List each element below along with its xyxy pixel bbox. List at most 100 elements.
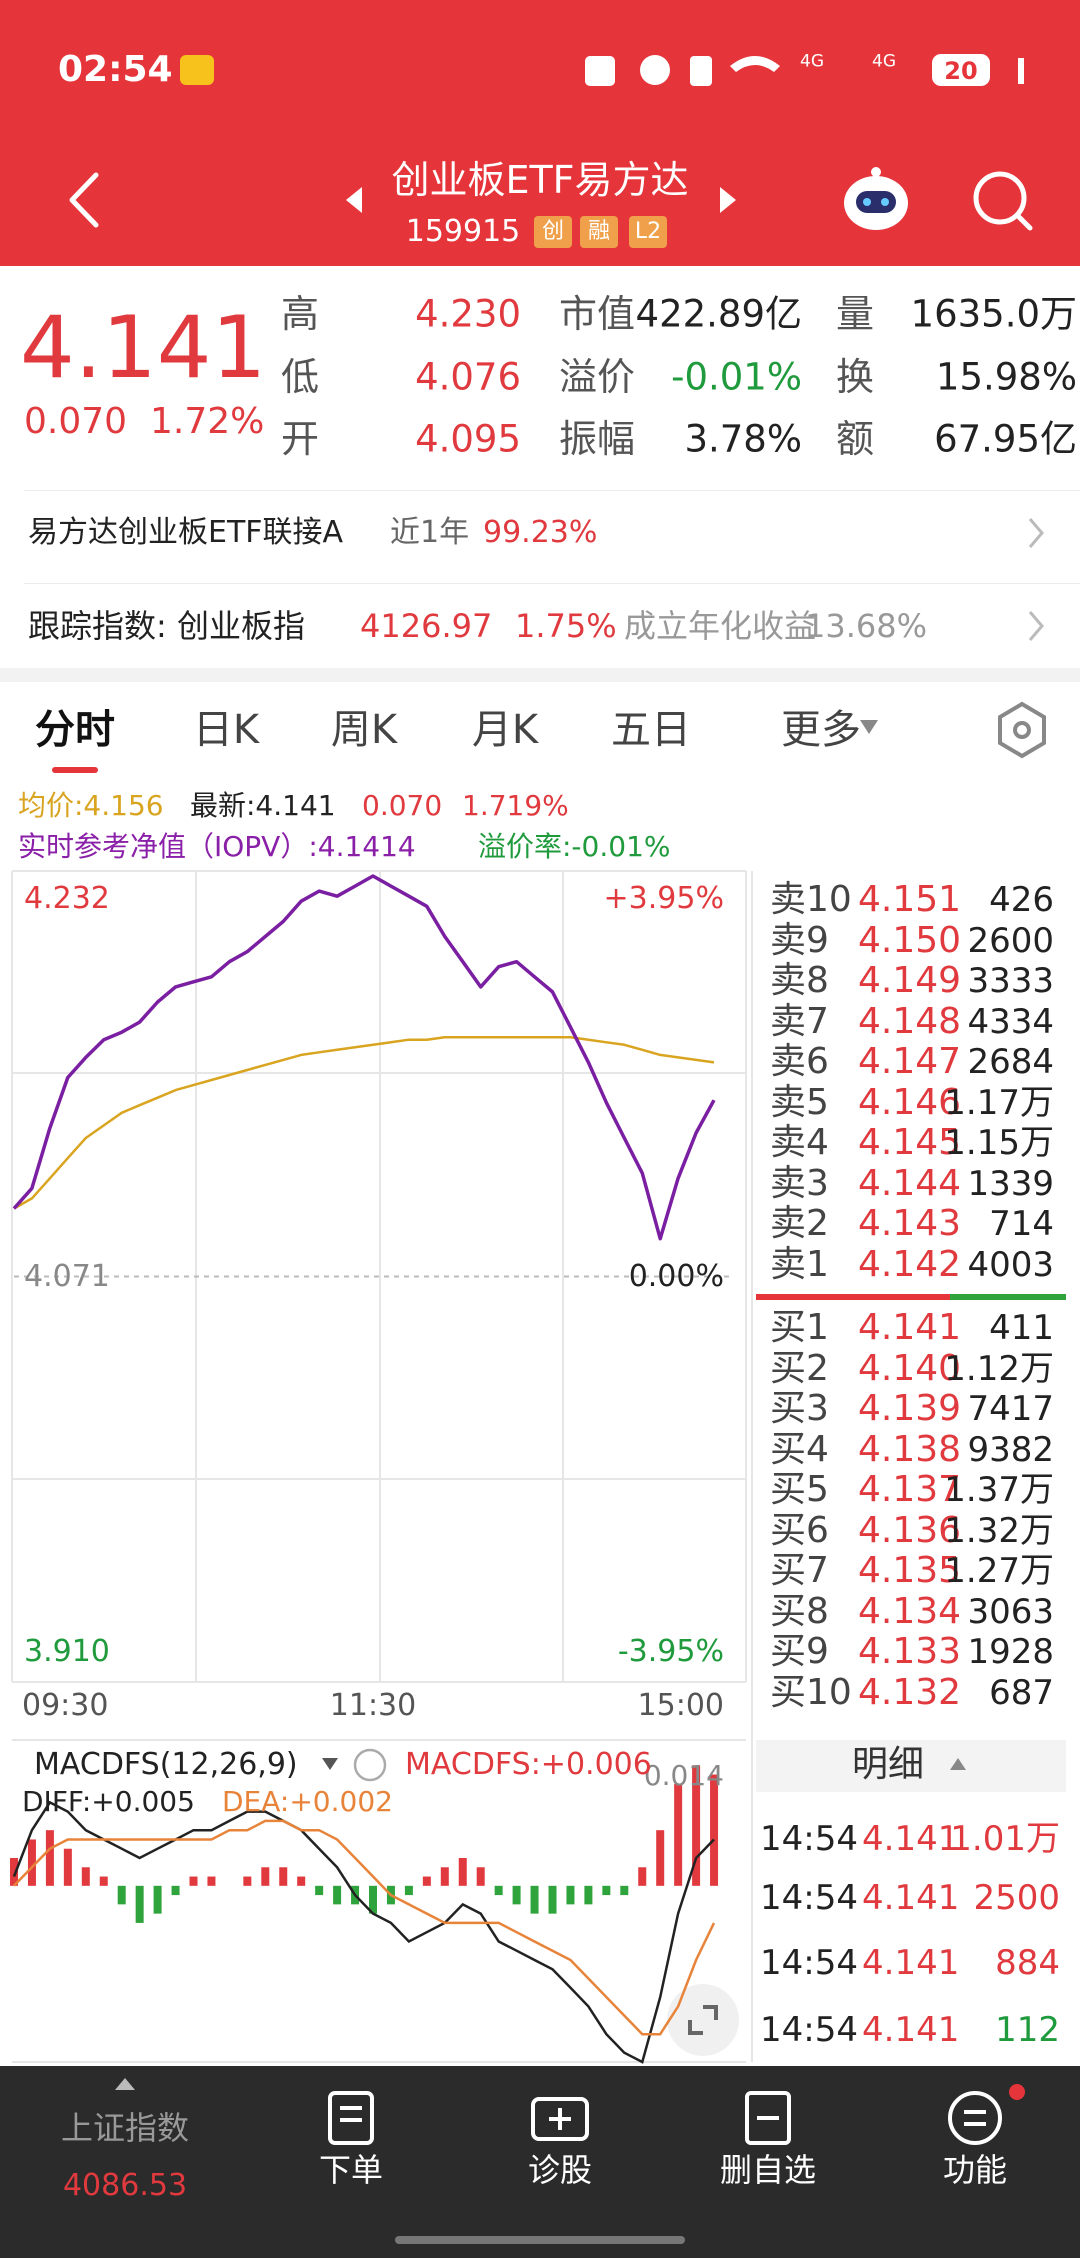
fund-period: 近1年 [390,515,470,550]
settings-icon[interactable] [998,701,1046,759]
stat-label: 开 [281,417,320,461]
last-price: 4.141 [20,298,267,398]
nav-item[interactable]: 功能 [942,2151,1008,2189]
stat-label: 溢价 [559,355,636,399]
macd-bar [117,1885,126,1905]
avg-line [13,1035,715,1210]
clock: 02:54 [58,49,173,90]
stat-value: 4.095 [415,417,521,461]
help-icon[interactable] [353,1748,387,1782]
tab[interactable]: 月K [471,707,539,753]
legend-change: 0.070 [362,789,443,822]
macd-bar [153,1885,162,1914]
notify-dot [1009,2084,1025,2100]
y2-tick-label: 0.00% [628,1258,724,1294]
stat-label: 换 [836,355,875,399]
tab[interactable]: 五日 [611,707,691,753]
indicator-value: MACDFS:+0.006 [405,1747,652,1782]
diff-value: DIFF:+0.005 [22,1785,195,1818]
tab[interactable]: 周K [330,707,398,753]
book-divider-ask [756,1294,950,1300]
nav-icons [328,2091,1002,2145]
macd-bar [10,1858,18,1886]
dea-value: DEA:+0.002 [222,1785,393,1818]
book-label: 买10 [770,1671,852,1713]
legend-change-pct: 1.719% [462,789,569,822]
macd-bar [620,1885,629,1896]
chevron [1028,518,1044,548]
book-label: 卖2 [770,1203,829,1244]
stat-value: 67.95亿 [934,417,1077,461]
signal-label: 4G [872,51,896,72]
book-label: 卖8 [770,960,829,1001]
indicator-name[interactable]: MACDFS(12,26,9) [34,1747,298,1782]
nav-item[interactable]: 下单 [318,2151,384,2189]
book-label: 卖7 [770,1000,829,1042]
book-price: 4.149 [858,960,962,1001]
trade-time: 14:54 [760,1943,858,1983]
book-label: 买3 [770,1388,829,1429]
tab-indicator [52,767,98,773]
nav-item[interactable]: 删自选 [719,2151,817,2189]
tab[interactable]: 更多 [781,707,861,753]
page-title: 创业板ETF易方达 [391,158,689,202]
macd-bar [45,1830,54,1886]
indicator-caret[interactable] [322,1758,338,1770]
macd-bar [315,1885,324,1896]
book-label: 卖3 [770,1162,829,1204]
search-icon[interactable] [973,171,1027,225]
next-icon[interactable] [720,187,736,213]
prev-icon[interactable] [346,187,362,213]
macd-bar [135,1885,144,1923]
book-price: 4.147 [858,1041,962,1082]
detail-title[interactable]: 明细 [851,1744,925,1785]
macd-bar [333,1885,342,1905]
badge-bg [534,216,572,248]
section-gap [0,668,1080,682]
stat-value: 3.78% [684,417,802,461]
book-label: 买1 [770,1307,829,1348]
stat-label: 市值 [559,292,636,336]
x-tick-label: 15:00 [637,1688,724,1723]
badge: 融 [587,219,611,244]
fund-name[interactable]: 易方达创业板ETF联接A [28,515,344,550]
trade-price: 4.141 [862,1819,960,1859]
trade-price: 4.141 [862,2010,960,2050]
trade-volume: 2500 [973,1878,1060,1918]
battery-level: 20 [944,57,978,85]
back-icon[interactable] [69,172,99,228]
macd-bar [243,1876,252,1886]
robot-icon[interactable] [844,167,908,230]
more-caret [860,720,878,734]
book-volume: 4334 [967,1001,1054,1042]
book-label: 买8 [770,1590,829,1632]
book-price: 4.135 [858,1550,962,1591]
book-price: 4.143 [858,1203,962,1244]
macd-bar [404,1885,413,1896]
trade-price: 4.141 [862,1878,960,1918]
macd-bar [279,1867,288,1886]
nav-index-value: 4086.53 [62,2168,188,2203]
tab[interactable]: 日K [192,707,260,753]
macd-bar [656,1830,665,1886]
nav-item[interactable]: 诊股 [527,2151,593,2189]
book-volume: 2600 [967,920,1054,961]
msg-icon [180,55,214,85]
nav-index-name[interactable]: 上证指数 [60,2109,190,2147]
macd-bar [63,1848,72,1886]
book-label: 买2 [770,1347,829,1389]
chevron [1028,611,1044,641]
index-label[interactable]: 跟踪指数: 创业板指 [28,607,305,645]
book-volume: 7417 [967,1389,1054,1429]
book-price: 4.139 [858,1388,962,1429]
stat-value: 1635.0万 [910,292,1077,336]
book-volume: 2684 [967,1042,1054,1082]
tab[interactable]: 分时 [35,707,115,753]
macd-bar [189,1876,198,1886]
status-icons [585,55,1024,86]
trade-time: 14:54 [760,2010,858,2050]
stat-value: 422.89亿 [635,292,802,336]
macd-bar [207,1876,216,1886]
signal-label: 4G [800,51,824,72]
expand-button[interactable] [667,1984,739,2056]
